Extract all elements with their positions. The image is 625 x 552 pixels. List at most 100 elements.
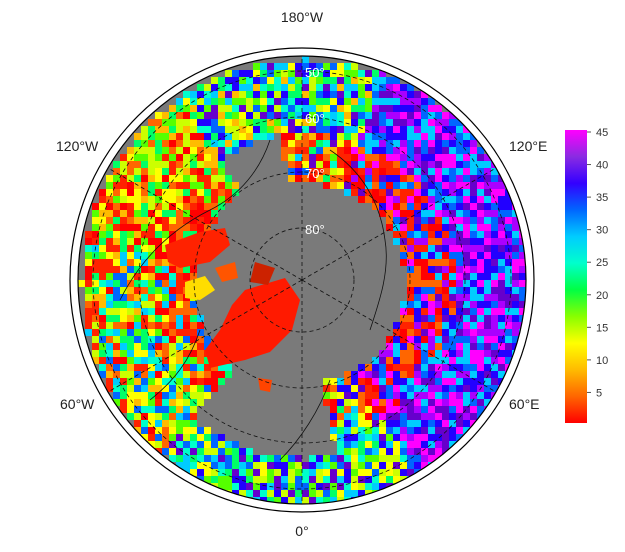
data-pixel (491, 308, 498, 315)
data-pixel (176, 126, 183, 133)
data-pixel (246, 448, 253, 455)
data-pixel (428, 266, 435, 273)
data-pixel (211, 217, 218, 224)
data-pixel (120, 189, 127, 196)
data-pixel (120, 280, 127, 287)
data-pixel (106, 210, 113, 217)
data-pixel (372, 182, 379, 189)
data-pixel (407, 210, 414, 217)
data-pixel (148, 224, 155, 231)
data-pixel (407, 462, 414, 469)
data-pixel (288, 462, 295, 469)
data-pixel (239, 140, 246, 147)
data-pixel (414, 427, 421, 434)
data-pixel (309, 98, 316, 105)
data-pixel (470, 280, 477, 287)
data-pixel (183, 217, 190, 224)
data-pixel (449, 217, 456, 224)
data-pixel (442, 238, 449, 245)
data-pixel (316, 497, 323, 504)
data-pixel (246, 133, 253, 140)
data-pixel (456, 294, 463, 301)
data-pixel (127, 182, 134, 189)
data-pixel (169, 315, 176, 322)
data-pixel (386, 448, 393, 455)
data-pixel (92, 238, 99, 245)
data-pixel (512, 315, 519, 322)
data-pixel (302, 126, 309, 133)
data-pixel (379, 350, 386, 357)
data-pixel (358, 469, 365, 476)
data-pixel (281, 140, 288, 147)
data-pixel (484, 161, 491, 168)
data-pixel (99, 364, 106, 371)
data-pixel (393, 133, 400, 140)
data-pixel (197, 182, 204, 189)
data-pixel (190, 462, 197, 469)
data-pixel (141, 378, 148, 385)
data-pixel (344, 483, 351, 490)
data-pixel (477, 371, 484, 378)
data-pixel (351, 399, 358, 406)
data-pixel (204, 434, 211, 441)
data-pixel (428, 455, 435, 462)
data-pixel (246, 140, 253, 147)
data-pixel (498, 273, 505, 280)
data-pixel (407, 413, 414, 420)
data-pixel (428, 210, 435, 217)
data-pixel (365, 441, 372, 448)
data-pixel (400, 420, 407, 427)
data-pixel (428, 287, 435, 294)
data-pixel (232, 140, 239, 147)
data-pixel (218, 154, 225, 161)
data-pixel (225, 133, 232, 140)
data-pixel (127, 392, 134, 399)
data-pixel (407, 189, 414, 196)
data-pixel (162, 420, 169, 427)
data-pixel (267, 490, 274, 497)
data-pixel (211, 448, 218, 455)
data-pixel (386, 126, 393, 133)
data-pixel (225, 469, 232, 476)
data-pixel (386, 385, 393, 392)
data-pixel (190, 301, 197, 308)
data-pixel (309, 63, 316, 70)
data-pixel (365, 462, 372, 469)
data-pixel (379, 133, 386, 140)
data-pixel (491, 245, 498, 252)
data-pixel (155, 210, 162, 217)
data-pixel (358, 385, 365, 392)
data-pixel (148, 259, 155, 266)
data-pixel (211, 77, 218, 84)
data-pixel (274, 84, 281, 91)
data-pixel (393, 175, 400, 182)
data-pixel (302, 77, 309, 84)
data-pixel (372, 126, 379, 133)
data-pixel (498, 287, 505, 294)
data-pixel (505, 217, 512, 224)
data-pixel (148, 301, 155, 308)
data-pixel (225, 77, 232, 84)
data-pixel (442, 154, 449, 161)
data-pixel (442, 112, 449, 119)
data-pixel (323, 70, 330, 77)
data-pixel (316, 469, 323, 476)
data-pixel (218, 462, 225, 469)
data-pixel (407, 91, 414, 98)
data-pixel (484, 154, 491, 161)
data-pixel (449, 329, 456, 336)
data-pixel (92, 224, 99, 231)
data-pixel (407, 84, 414, 91)
data-pixel (379, 105, 386, 112)
data-pixel (463, 168, 470, 175)
data-pixel (428, 357, 435, 364)
data-pixel (155, 315, 162, 322)
data-pixel (204, 126, 211, 133)
data-pixel (344, 133, 351, 140)
data-pixel (337, 119, 344, 126)
data-pixel (197, 84, 204, 91)
data-pixel (197, 105, 204, 112)
data-pixel (127, 161, 134, 168)
data-pixel (442, 119, 449, 126)
